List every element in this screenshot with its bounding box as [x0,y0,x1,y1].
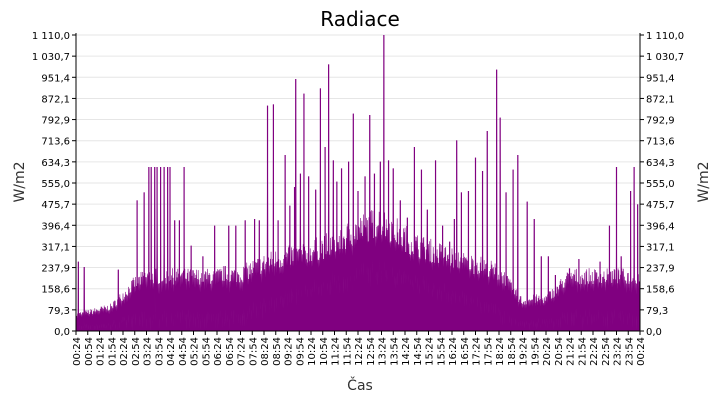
x-tick-label: 11:24 [331,337,342,366]
y-tick-label-right: 634,3 [646,158,675,169]
y-tick-label-left: 792,9 [41,116,70,127]
x-tick-label: 04:54 [178,337,189,366]
x-tick-label: 07:54 [248,337,259,366]
x-tick-label: 20:54 [554,337,565,366]
x-tick-label: 00:24 [72,337,83,366]
x-tick-label: 17:24 [472,337,483,366]
x-tick-label: 09:54 [295,337,306,366]
x-tick-label: 09:24 [284,337,295,366]
x-tick-label: 03:54 [154,337,165,366]
y-tick-label-right: 317,1 [646,242,675,253]
x-tick-label: 19:54 [530,337,541,366]
y-tick-label-left: 1 110,0 [32,31,70,42]
x-tick-label: 23:54 [624,337,635,366]
x-tick-label: 05:24 [190,337,201,366]
x-tick-label: 14:24 [401,337,412,366]
y-tick-label-left: 158,6 [41,285,70,296]
y-tick-label-left: 713,6 [41,137,70,148]
y-tick-label-right: 1 110,0 [646,31,684,42]
x-tick-label: 21:54 [577,337,588,366]
x-tick-label: 12:24 [354,337,365,366]
y-axis-title-right: W/m2 [696,161,712,202]
y-tick-label-left: 1 030,7 [32,52,70,63]
x-tick-label: 18:24 [495,337,506,366]
x-tick-label: 15:24 [425,337,436,366]
x-tick-label: 12:54 [366,337,377,366]
x-tick-label: 02:24 [119,337,130,366]
x-tick-label: 08:24 [260,337,271,366]
x-tick-label: 16:54 [460,337,471,366]
y-tick-label-left: 0,0 [54,327,70,338]
y-tick-label-right: 396,4 [646,221,675,232]
y-tick-label-left: 396,4 [41,221,70,232]
x-tick-label: 18:54 [507,337,518,366]
x-tick-label: 03:24 [143,337,154,366]
x-tick-label: 01:24 [96,337,107,366]
x-tick-label: 22:54 [601,337,612,366]
y-tick-label-right: 1 030,7 [646,52,684,63]
axis-layer: 0,0 0,0 79,3 79,3 158,6 158,6 237,9 237,9 317,1 3… [32,31,684,366]
x-tick-label: 22:24 [589,337,600,366]
y-tick-label-right: 158,6 [646,285,675,296]
y-axis-title-left: W/m2 [12,161,28,202]
x-tick-label: 20:24 [542,337,553,366]
y-tick-label-right: 475,7 [646,200,675,211]
x-tick-label: 06:54 [225,337,236,366]
x-tick-label: 10:54 [319,337,330,366]
chart-title: Radiace [320,7,400,31]
x-axis-title: Čas [347,376,373,394]
y-tick-label-right: 872,1 [646,94,675,105]
x-tick-label: 14:54 [413,337,424,366]
x-tick-label: 21:24 [566,337,577,366]
x-tick-label: 16:24 [448,337,459,366]
x-tick-label: 02:54 [131,337,142,366]
y-tick-label-right: 0,0 [646,327,662,338]
y-tick-label-left: 634,3 [41,158,70,169]
x-tick-label: 05:54 [201,337,212,366]
x-tick-label: 17:54 [483,337,494,366]
x-tick-label: 00:54 [84,337,95,366]
x-tick-label: 08:54 [272,337,283,366]
x-tick-label: 15:54 [436,337,447,366]
y-tick-label-left: 79,3 [48,306,70,317]
y-tick-label-left: 475,7 [41,200,70,211]
x-tick-label: 23:24 [613,337,624,366]
x-tick-label: 13:24 [378,337,389,366]
y-tick-label-right: 951,4 [646,73,675,84]
x-tick-label: 04:24 [166,337,177,366]
x-tick-label: 00:24 [636,337,647,366]
y-tick-label-right: 792,9 [646,116,675,127]
y-tick-label-left: 317,1 [41,242,70,253]
y-tick-label-left: 872,1 [41,94,70,105]
y-tick-label-right: 237,9 [646,264,675,275]
x-tick-label: 10:24 [307,337,318,366]
x-tick-label: 19:24 [519,337,530,366]
y-tick-label-left: 951,4 [41,73,70,84]
y-tick-label-left: 237,9 [41,264,70,275]
x-tick-label: 06:24 [213,337,224,366]
series-layer [75,34,641,332]
x-tick-label: 01:54 [107,337,118,366]
x-tick-label: 13:54 [389,337,400,366]
y-tick-label-right: 79,3 [646,306,668,317]
x-tick-label: 07:24 [237,337,248,366]
y-tick-label-right: 713,6 [646,137,675,148]
y-tick-label-left: 555,0 [41,179,70,190]
x-tick-label: 11:54 [342,337,353,366]
y-tick-label-right: 555,0 [646,179,675,190]
